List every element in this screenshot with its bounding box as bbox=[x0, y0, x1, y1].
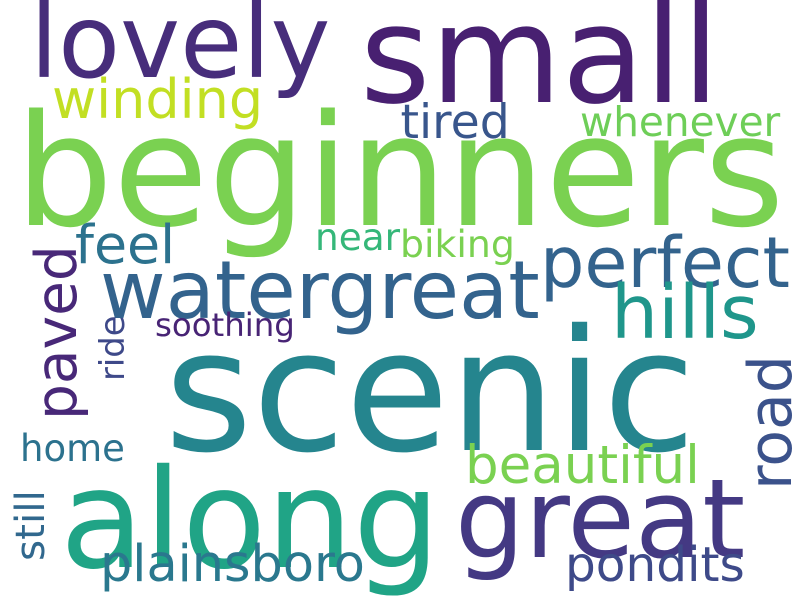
word-scenic: scenic bbox=[164, 293, 696, 490]
word-lovely: lovely bbox=[30, 0, 331, 101]
word-along: along bbox=[60, 440, 441, 600]
word-road: road bbox=[735, 355, 800, 490]
word-near: near bbox=[315, 215, 400, 259]
word-small: small bbox=[360, 0, 720, 134]
word-pondits: pondits bbox=[565, 536, 745, 593]
word-still: still bbox=[5, 489, 54, 561]
word-beautiful: beautiful bbox=[465, 434, 700, 496]
word-watergreat: watergreat bbox=[100, 243, 540, 337]
word-home: home bbox=[20, 426, 125, 470]
word-ride: ride bbox=[92, 314, 132, 381]
word-feel: feel bbox=[75, 213, 176, 276]
word-tired: tired bbox=[400, 95, 510, 150]
word-perfect: perfect bbox=[540, 221, 790, 304]
word-whenever: whenever bbox=[580, 98, 781, 146]
word-beginners: beginners bbox=[15, 82, 785, 262]
word-biking: biking bbox=[400, 222, 515, 266]
word-hills: hills bbox=[611, 268, 759, 356]
word-plainsboro: plainsboro bbox=[100, 534, 365, 594]
word-soothing: soothing bbox=[155, 306, 295, 344]
word-great: great bbox=[455, 455, 746, 583]
word-winding: winding bbox=[52, 68, 264, 131]
